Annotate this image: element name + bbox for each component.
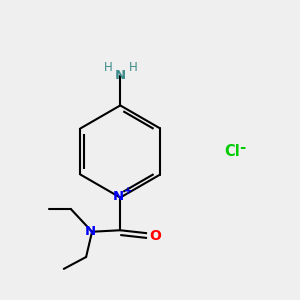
Text: O: O — [149, 229, 161, 243]
Text: N: N — [113, 190, 124, 203]
Text: +: + — [124, 186, 132, 196]
Text: N: N — [85, 225, 96, 238]
Text: N: N — [115, 69, 126, 82]
Text: Cl: Cl — [224, 144, 240, 159]
Text: H: H — [128, 61, 137, 74]
Text: -: - — [239, 140, 245, 154]
Text: H: H — [103, 61, 112, 74]
